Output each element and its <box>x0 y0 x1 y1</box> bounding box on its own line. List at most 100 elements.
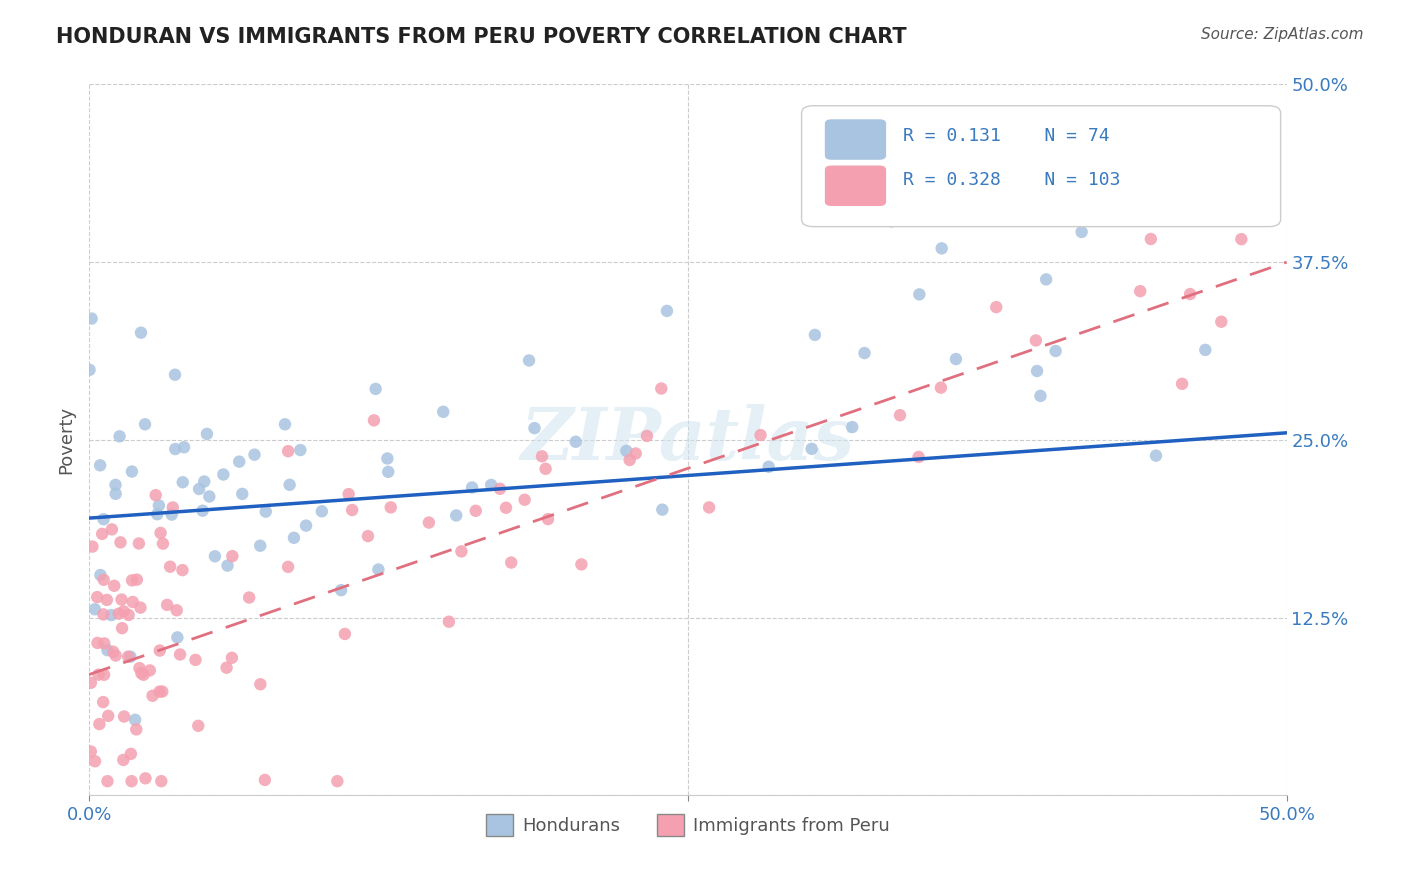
Point <box>110 592 132 607</box>
Point <box>564 434 586 449</box>
Point <box>1178 287 1201 301</box>
Point <box>889 408 911 422</box>
Point <box>100 608 122 623</box>
Point <box>277 559 299 574</box>
Point <box>97 709 120 723</box>
Point <box>636 429 658 443</box>
Point <box>86 590 108 604</box>
Point <box>254 505 277 519</box>
Point <box>121 595 143 609</box>
Point <box>96 774 118 789</box>
Point <box>87 667 110 681</box>
Point <box>295 518 318 533</box>
Point <box>495 500 517 515</box>
Point <box>150 684 173 698</box>
Point <box>129 600 152 615</box>
Point <box>530 450 553 464</box>
Point <box>148 684 170 698</box>
FancyBboxPatch shape <box>801 106 1281 227</box>
Point <box>165 442 187 456</box>
Point <box>152 536 174 550</box>
Point <box>104 487 127 501</box>
Point <box>1070 225 1092 239</box>
Point <box>131 666 153 681</box>
Point <box>377 465 399 479</box>
Point <box>89 568 111 582</box>
Point <box>217 558 239 573</box>
Point <box>125 723 148 737</box>
Point <box>221 549 243 563</box>
Point <box>89 458 111 473</box>
Point <box>103 579 125 593</box>
Point <box>523 421 546 435</box>
Point <box>124 713 146 727</box>
Point <box>804 327 827 342</box>
Point <box>80 311 103 326</box>
Point <box>283 531 305 545</box>
Point <box>243 448 266 462</box>
Point <box>489 482 512 496</box>
Point <box>91 527 114 541</box>
Text: R = 0.328    N = 103: R = 0.328 N = 103 <box>904 171 1121 189</box>
Point <box>148 499 170 513</box>
Point <box>187 719 209 733</box>
Text: Source: ZipAtlas.com: Source: ZipAtlas.com <box>1201 27 1364 42</box>
Point <box>193 475 215 489</box>
Point <box>96 643 118 657</box>
Point <box>501 556 523 570</box>
Point <box>1045 343 1067 358</box>
Point <box>651 502 673 516</box>
Point <box>139 664 162 678</box>
Point <box>1129 284 1152 298</box>
Point <box>172 475 194 490</box>
Point <box>238 591 260 605</box>
Point <box>697 500 720 515</box>
Point <box>1025 334 1047 348</box>
Point <box>93 636 115 650</box>
Point <box>749 428 772 442</box>
Point <box>479 478 502 492</box>
Point <box>162 500 184 515</box>
Point <box>330 583 353 598</box>
Point <box>461 480 484 494</box>
Point <box>1211 315 1233 329</box>
Point <box>93 512 115 526</box>
Point <box>1026 364 1049 378</box>
Point <box>340 503 363 517</box>
Point <box>163 368 186 382</box>
Point <box>929 381 952 395</box>
Point <box>290 443 312 458</box>
Point <box>986 300 1008 314</box>
Point <box>93 607 115 622</box>
Point <box>444 508 467 523</box>
Point <box>614 443 637 458</box>
Point <box>160 508 183 522</box>
Point <box>337 487 360 501</box>
Point <box>1144 449 1167 463</box>
Point <box>277 444 299 458</box>
Point <box>150 774 173 789</box>
Point <box>367 562 389 576</box>
Point <box>89 717 111 731</box>
Point <box>464 504 486 518</box>
Point <box>120 649 142 664</box>
Point <box>228 455 250 469</box>
Point <box>418 516 440 530</box>
Point <box>80 675 103 690</box>
Legend: Hondurans, Immigrants from Peru: Hondurans, Immigrants from Peru <box>479 806 897 843</box>
Point <box>117 649 139 664</box>
Point <box>101 522 124 536</box>
Point <box>120 747 142 761</box>
Point <box>1140 232 1163 246</box>
Point <box>221 650 243 665</box>
Point <box>650 382 672 396</box>
Point <box>166 603 188 617</box>
Point <box>132 667 155 681</box>
Point <box>363 413 385 427</box>
Point <box>437 615 460 629</box>
Point <box>619 453 641 467</box>
Point <box>107 607 129 621</box>
Point <box>93 573 115 587</box>
Point <box>231 487 253 501</box>
Point <box>1035 272 1057 286</box>
